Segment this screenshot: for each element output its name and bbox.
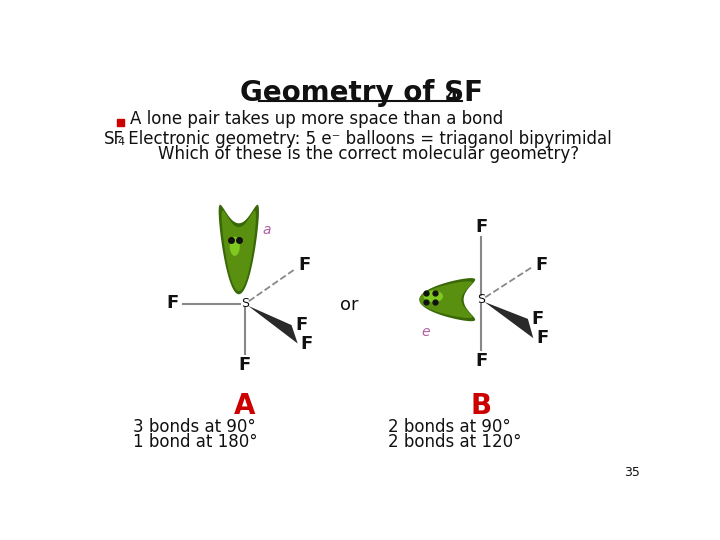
- Text: or: or: [341, 296, 359, 314]
- Text: 4: 4: [445, 88, 457, 106]
- Text: SF: SF: [104, 130, 124, 148]
- Text: F: F: [167, 294, 179, 313]
- Text: F: F: [535, 256, 547, 274]
- Text: F: F: [301, 335, 313, 353]
- Text: Which of these is the correct molecular geometry?: Which of these is the correct molecular …: [158, 145, 580, 163]
- Text: 3 bonds at 90°: 3 bonds at 90°: [132, 418, 256, 436]
- Ellipse shape: [423, 291, 443, 302]
- Polygon shape: [419, 278, 475, 321]
- Text: Geometry of SF: Geometry of SF: [240, 78, 482, 106]
- Text: S: S: [477, 293, 485, 306]
- Polygon shape: [219, 205, 259, 294]
- Text: B: B: [471, 392, 492, 420]
- Text: S: S: [241, 297, 249, 310]
- Polygon shape: [485, 302, 534, 338]
- Polygon shape: [222, 211, 256, 291]
- Polygon shape: [419, 281, 472, 318]
- Text: 4: 4: [118, 137, 125, 147]
- Ellipse shape: [230, 237, 240, 256]
- Text: e: e: [421, 325, 430, 339]
- Text: 2 bonds at 90°: 2 bonds at 90°: [388, 418, 511, 436]
- Text: F: F: [532, 310, 544, 328]
- Bar: [117, 119, 124, 126]
- Text: F: F: [536, 329, 549, 347]
- Text: 2 bonds at 120°: 2 bonds at 120°: [388, 433, 522, 451]
- Text: F: F: [475, 218, 487, 235]
- Text: F: F: [239, 356, 251, 374]
- Text: 1 bond at 180°: 1 bond at 180°: [132, 433, 257, 451]
- Text: F: F: [299, 256, 311, 274]
- Text: A: A: [234, 392, 256, 420]
- Text: A lone pair takes up more space than a bond: A lone pair takes up more space than a b…: [130, 110, 503, 127]
- Text: Electronic geometry: 5 e⁻ balloons = triaganol bipyrimidal: Electronic geometry: 5 e⁻ balloons = tri…: [122, 130, 611, 148]
- Text: F: F: [475, 352, 487, 370]
- Polygon shape: [248, 306, 297, 343]
- Text: 35: 35: [624, 467, 640, 480]
- Text: a: a: [262, 224, 271, 238]
- Text: F: F: [295, 316, 307, 334]
